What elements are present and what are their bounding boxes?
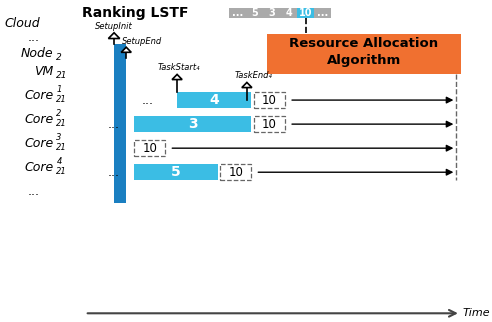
Text: SetupEnd: SetupEnd xyxy=(122,37,162,46)
Text: Cloud: Cloud xyxy=(4,17,40,30)
Text: ...: ... xyxy=(232,8,243,18)
Text: Ranking LSTF: Ranking LSTF xyxy=(82,6,188,20)
Text: ...: ... xyxy=(317,8,328,18)
Bar xyxy=(314,8,331,18)
Text: 21: 21 xyxy=(57,95,67,104)
Bar xyxy=(134,140,165,156)
Bar xyxy=(267,33,461,74)
Bar xyxy=(254,116,285,132)
Text: SetupInit: SetupInit xyxy=(95,22,133,31)
Bar xyxy=(246,8,263,18)
Bar xyxy=(220,164,251,180)
Polygon shape xyxy=(121,47,131,52)
Text: 3: 3 xyxy=(57,133,62,142)
Text: TaskEnd₄: TaskEnd₄ xyxy=(235,71,273,80)
Text: Node: Node xyxy=(21,47,53,60)
Bar xyxy=(263,8,280,18)
Text: ...: ... xyxy=(108,166,120,179)
Text: VM: VM xyxy=(34,65,53,78)
Text: 10: 10 xyxy=(228,166,243,179)
Polygon shape xyxy=(242,82,252,88)
Bar xyxy=(280,8,297,18)
Text: 21: 21 xyxy=(57,119,67,128)
Text: ...: ... xyxy=(28,185,40,198)
Text: 21: 21 xyxy=(57,167,67,176)
Bar xyxy=(134,164,217,180)
Text: 10: 10 xyxy=(299,8,312,18)
Text: TaskStart₄: TaskStart₄ xyxy=(158,63,201,72)
Text: Core: Core xyxy=(24,113,53,126)
Bar xyxy=(114,44,126,203)
Text: 2: 2 xyxy=(57,109,62,118)
Text: Resource Allocation
Algorithm: Resource Allocation Algorithm xyxy=(289,37,438,67)
Text: 10: 10 xyxy=(142,142,157,155)
Text: 10: 10 xyxy=(262,94,277,107)
Bar xyxy=(177,92,251,108)
Text: 1: 1 xyxy=(57,85,62,94)
Text: 3: 3 xyxy=(268,8,275,18)
Text: 21: 21 xyxy=(57,143,67,152)
Text: ...: ... xyxy=(28,31,40,44)
Text: 4: 4 xyxy=(57,157,62,166)
Text: Core: Core xyxy=(24,137,53,150)
Text: Core: Core xyxy=(24,161,53,174)
Bar xyxy=(134,116,251,132)
Bar xyxy=(254,92,285,108)
Text: 4: 4 xyxy=(210,93,219,107)
Text: 10: 10 xyxy=(262,118,277,131)
Text: ...: ... xyxy=(108,118,120,131)
Text: ...: ... xyxy=(142,94,154,107)
Bar xyxy=(297,8,314,18)
Text: Core: Core xyxy=(24,89,53,102)
Polygon shape xyxy=(172,74,182,80)
Text: 4: 4 xyxy=(285,8,292,18)
Polygon shape xyxy=(108,33,120,39)
Text: 21: 21 xyxy=(57,71,68,80)
Text: 3: 3 xyxy=(188,117,198,131)
Text: Time: Time xyxy=(463,308,491,318)
Text: 2: 2 xyxy=(56,53,62,62)
Text: 5: 5 xyxy=(251,8,258,18)
Text: 5: 5 xyxy=(171,165,181,179)
Bar xyxy=(229,8,246,18)
